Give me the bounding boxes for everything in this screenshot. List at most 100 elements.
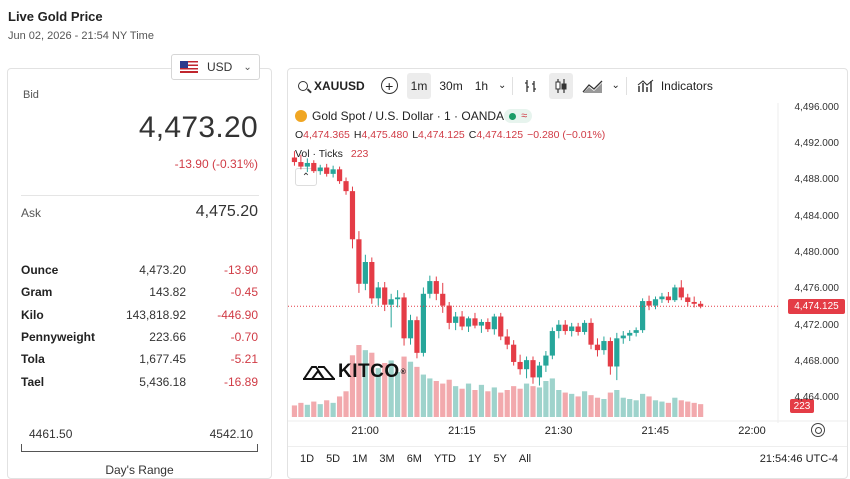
unit-change: -0.70	[230, 330, 258, 345]
volume-bar	[581, 391, 588, 417]
toolbar-separator	[512, 76, 514, 95]
volume-bar	[620, 397, 626, 417]
candle-body	[324, 167, 330, 174]
range-3m[interactable]: 3M	[379, 453, 395, 465]
price-tick-label: 4,492.000	[794, 137, 840, 149]
volume-bar	[601, 399, 607, 417]
candle-body	[388, 299, 394, 305]
candle-body	[672, 287, 678, 301]
volume-bar	[498, 392, 504, 417]
price-chart[interactable]	[288, 103, 848, 423]
range-5y[interactable]: 5Y	[493, 453, 507, 465]
volume-bar	[317, 404, 323, 417]
volume-bar	[646, 396, 652, 417]
candle-body	[472, 318, 478, 326]
collapse-legend-button[interactable]: ⌃	[295, 168, 317, 186]
volume-bar	[304, 404, 310, 417]
chevron-down-icon: ⌄	[243, 61, 252, 73]
volume-bar	[685, 401, 691, 417]
timeframe-1m[interactable]: 1m	[406, 72, 432, 99]
volume-bar	[420, 374, 426, 417]
range-ytd[interactable]: YTD	[433, 453, 456, 465]
candle-body	[446, 305, 452, 323]
market-open-icon	[509, 112, 517, 120]
candle-body	[427, 281, 433, 294]
candle-body	[491, 316, 497, 330]
candle-body	[504, 336, 510, 345]
high-label: H	[353, 129, 362, 141]
volume-bar	[575, 396, 581, 417]
volume-bar	[517, 388, 523, 417]
volume-bar	[311, 401, 317, 417]
candle-body	[304, 162, 310, 167]
ask-label: Ask	[21, 206, 42, 220]
volume-bar	[659, 401, 665, 417]
candle-body	[343, 181, 349, 192]
gear-icon[interactable]	[811, 423, 825, 437]
market-status-badge[interactable]: ≈	[504, 109, 533, 123]
symbol-search[interactable]: XAUUSD	[298, 73, 365, 99]
volume-bar	[485, 391, 491, 417]
candle-body	[433, 281, 439, 294]
volume-bar	[375, 368, 381, 417]
timeframe-30m[interactable]: 30m	[439, 78, 463, 93]
unit-change: -13.90	[223, 263, 258, 278]
volume-bar	[504, 390, 510, 417]
price-tick-label: 4,480.000	[794, 246, 840, 258]
volume-value: 223	[350, 148, 369, 160]
close-value: 4,474.125	[476, 129, 524, 141]
range-all[interactable]: All	[518, 453, 532, 465]
volume-bar	[298, 402, 304, 417]
area-chart-type-button[interactable]	[581, 73, 605, 99]
price-tick-label: 4,468.000	[794, 355, 840, 367]
unit-change: -16.89	[223, 374, 258, 389]
plus-icon: +	[385, 77, 394, 94]
candle-body	[640, 301, 646, 331]
unit-row-pennyweight: Pennyweight 223.66 -0.70	[21, 326, 258, 348]
volume-bar	[472, 390, 478, 417]
time-tick-label: 21:15	[448, 425, 476, 437]
bar-chart-type-button[interactable]	[519, 73, 543, 99]
chevron-up-icon: ⌃	[301, 171, 311, 183]
candle-body	[407, 320, 414, 339]
candle-body	[523, 360, 530, 370]
volume-bar	[511, 386, 517, 417]
candle-body	[317, 167, 323, 172]
candle-body	[588, 322, 594, 345]
candle-body	[382, 287, 388, 305]
indicators-label: Indicators	[660, 78, 713, 93]
timeframe-1h[interactable]: 1h	[474, 78, 489, 93]
candle-body	[511, 344, 517, 362]
low-label: L	[412, 129, 419, 141]
candle-body	[440, 293, 446, 306]
range-1y[interactable]: 1Y	[467, 453, 482, 465]
chart-legend-title: Gold Spot / U.S. Dollar · 1 · OANDA ≈	[295, 109, 533, 123]
candle-body	[575, 326, 581, 332]
last-price-tag: 4,474.125	[788, 298, 845, 314]
volume-bar	[633, 400, 639, 417]
bid-label: Bid	[23, 89, 39, 101]
unit-row-gram: Gram 143.82 -0.45	[21, 281, 258, 303]
us-flag-icon	[180, 61, 198, 73]
volume-bar	[556, 390, 562, 417]
price-tick-label: 4,464.000	[794, 392, 840, 404]
candle-body	[678, 287, 684, 298]
currency-select[interactable]: USD ⌄	[171, 54, 260, 80]
chart-type-dropdown[interactable]: ⌄	[611, 73, 619, 99]
price-tick-label: 4,488.000	[794, 174, 840, 186]
candle-chart-type-button[interactable]	[549, 72, 574, 99]
volume-bar	[607, 392, 613, 417]
range-1m[interactable]: 1M	[352, 453, 368, 465]
compare-symbol-button[interactable]: +	[380, 77, 398, 94]
indicators-button[interactable]: Indicators	[637, 73, 713, 99]
range-1d[interactable]: 1D	[300, 453, 315, 465]
volume-bar	[453, 386, 459, 417]
range-5d[interactable]: 5D	[326, 453, 341, 465]
ask-value: 4,475.20	[195, 203, 258, 220]
candle-body	[530, 360, 536, 378]
range-6m[interactable]: 6M	[406, 453, 422, 465]
volume-bar	[652, 400, 659, 417]
low-value: 4,474.125	[418, 129, 465, 141]
timeframe-dropdown[interactable]: ⌄	[498, 73, 506, 99]
volume-bar	[440, 383, 446, 417]
